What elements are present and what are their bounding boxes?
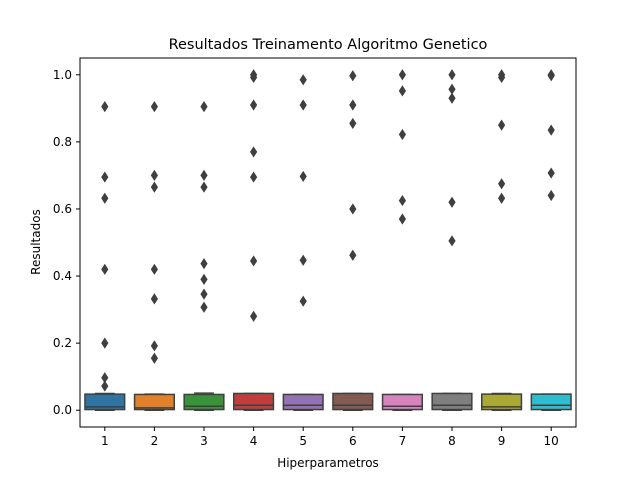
box: [332, 392, 374, 411]
outlier-point: [200, 169, 208, 182]
outlier-point: [200, 101, 208, 113]
outlier-point: [349, 117, 357, 130]
box: [183, 393, 225, 411]
outlier-point: [448, 83, 456, 95]
outlier-point: [101, 380, 109, 392]
outlier-point: [250, 99, 258, 111]
x-tick-label: 7: [399, 434, 407, 448]
x-axis: 1 2 3 4 5 6 7 8 9 10: [101, 427, 559, 448]
outlier-point: [398, 85, 406, 97]
outlier-point: [448, 69, 456, 81]
outlier-point: [398, 213, 406, 225]
outlier-point: [498, 192, 506, 204]
plot-area: [84, 69, 572, 411]
outlier-point: [349, 70, 357, 82]
outlier-point: [150, 169, 158, 182]
outlier-point: [150, 340, 158, 352]
outlier-point: [448, 92, 456, 104]
outlier-point: [101, 263, 109, 275]
outlier-point: [150, 293, 158, 305]
outlier-point: [448, 235, 456, 247]
x-tick-label: 5: [299, 434, 307, 448]
outlier-point: [299, 295, 307, 307]
box: [133, 393, 175, 411]
y-axis: 0.0 0.2 0.4 0.6 0.8 1.0: [53, 68, 80, 417]
outlier-point: [150, 101, 158, 113]
outlier-point: [101, 192, 109, 204]
x-tick-label: 1: [101, 434, 109, 448]
y-tick-label: 0.0: [53, 403, 72, 417]
y-tick-label: 1.0: [53, 68, 72, 82]
x-axis-label: Hiperparametros: [277, 456, 379, 470]
outlier-point: [150, 263, 158, 275]
outlier-point: [250, 310, 258, 322]
y-tick-label: 0.8: [53, 135, 72, 149]
outlier-point: [349, 99, 357, 111]
outlier-point: [349, 203, 357, 215]
outlier-point: [101, 337, 109, 349]
outlier-point: [349, 249, 357, 261]
outlier-point: [200, 273, 208, 285]
outlier-point: [398, 128, 406, 141]
box-group-5: [282, 74, 324, 411]
box: [84, 393, 126, 411]
box-group-3: [183, 101, 225, 411]
y-tick-label: 0.6: [53, 202, 72, 216]
outlier-point: [299, 170, 307, 183]
outlier-point: [299, 254, 307, 266]
x-tick-label: 9: [498, 434, 506, 448]
outlier-point: [200, 288, 208, 300]
box: [381, 393, 423, 411]
box-group-9: [481, 69, 523, 411]
outlier-point: [398, 69, 406, 81]
box-group-8: [431, 69, 473, 411]
outlier-point: [398, 194, 406, 207]
outlier-point: [250, 255, 258, 267]
outlier-point: [299, 74, 307, 86]
y-axis-label: Resultados: [29, 209, 43, 275]
x-tick-label: 3: [200, 434, 208, 448]
x-tick-label: 6: [349, 434, 357, 448]
box: [431, 392, 473, 411]
outlier-point: [101, 372, 109, 384]
outlier-point: [250, 71, 258, 84]
y-tick-label: 0.4: [53, 269, 72, 283]
outlier-point: [448, 196, 456, 208]
outlier-point: [299, 99, 307, 111]
x-tick-label: 10: [544, 434, 559, 448]
box: [530, 393, 572, 411]
box-group-1: [84, 101, 126, 411]
outlier-point: [150, 181, 158, 193]
x-tick-label: 4: [250, 434, 258, 448]
box-group-7: [381, 69, 423, 411]
outlier-point: [547, 189, 555, 202]
outlier-point: [498, 119, 506, 131]
box: [233, 392, 275, 411]
outlier-point: [547, 70, 555, 82]
outlier-point: [200, 301, 208, 313]
box-group-4: [233, 69, 275, 411]
outlier-point: [150, 352, 158, 364]
outlier-point: [101, 171, 109, 183]
outlier-point: [547, 124, 555, 136]
box-group-10: [530, 69, 572, 411]
box: [481, 393, 523, 411]
x-tick-label: 2: [151, 434, 159, 448]
outlier-point: [200, 258, 208, 270]
box-group-6: [332, 70, 374, 411]
outlier-point: [200, 181, 208, 193]
outlier-point: [498, 178, 506, 190]
outlier-point: [547, 167, 555, 179]
plot-frame: [79, 57, 577, 428]
y-tick-label: 0.2: [53, 336, 72, 350]
box: [282, 393, 324, 411]
x-tick-label: 8: [448, 434, 456, 448]
outlier-point: [250, 146, 258, 158]
outlier-point: [498, 71, 506, 84]
box-group-2: [133, 101, 175, 411]
outlier-point: [101, 101, 109, 113]
chart-title: Resultados Treinamento Algoritmo Genetic…: [169, 37, 488, 53]
outlier-point: [250, 171, 258, 183]
